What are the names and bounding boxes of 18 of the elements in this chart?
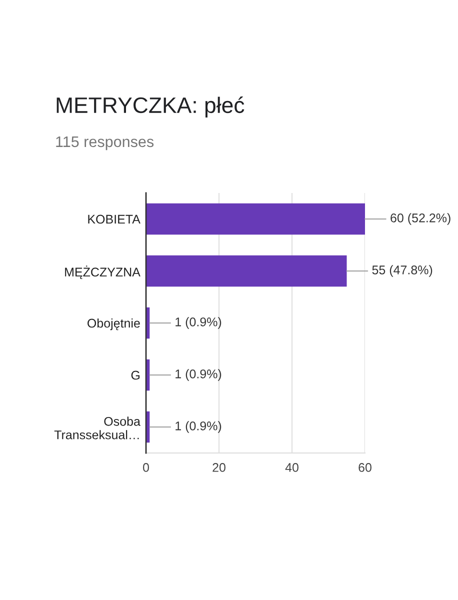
bar	[146, 203, 365, 235]
x-tick-label: 20	[212, 463, 226, 472]
y-tick-label: KOBIETA	[88, 214, 140, 224]
y-tick-label: Osoba Transseksual…	[54, 416, 140, 440]
data-label: 60 (52.2%)	[390, 213, 450, 225]
data-label: 1 (0.9%)	[176, 317, 222, 329]
data-label: 1 (0.9%)	[176, 369, 222, 381]
y-tick-label: Obojętnie	[88, 318, 140, 330]
x-tick-label: 60	[358, 463, 372, 472]
x-tick-label: 0	[143, 463, 149, 472]
bar	[146, 255, 347, 287]
y-tick-label: G	[131, 370, 140, 380]
x-tick-label: 40	[285, 463, 298, 472]
chart-subtitle: 115 responses	[56, 136, 154, 150]
data-label: 55 (47.8%)	[372, 265, 432, 277]
data-label: 1 (0.9%)	[176, 421, 222, 433]
chart-title: METRYCZKA: płeć	[56, 96, 244, 118]
y-tick-label: MĘŻCZYZNA	[65, 266, 140, 280]
